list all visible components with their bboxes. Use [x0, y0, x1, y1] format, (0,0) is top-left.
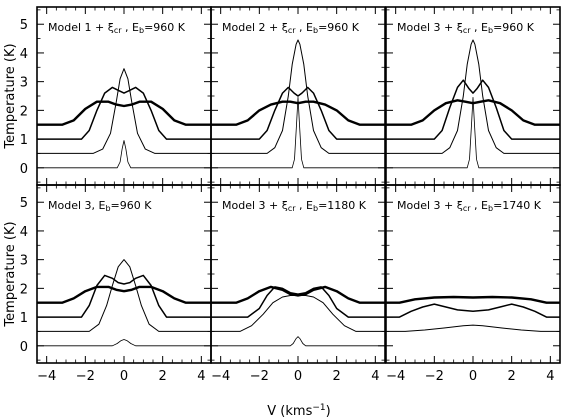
series-line	[37, 274, 211, 318]
series-line	[37, 285, 211, 304]
x-tick-label: 2	[333, 369, 341, 384]
x-tick-label: 0	[294, 369, 302, 384]
panel: −4 −2 0 2 4 Model 3 + ξcr , Eb=1740 K	[385, 184, 561, 384]
x-tick-label: 2	[159, 369, 167, 384]
series-line	[386, 97, 560, 169]
series-line	[37, 100, 211, 126]
y-tick-label: 3	[20, 76, 28, 91]
series-line	[386, 39, 560, 154]
series-line	[37, 68, 211, 154]
y-tick-label: 1	[20, 133, 28, 148]
x-tick-label: 0	[469, 369, 477, 384]
series-line	[211, 285, 385, 304]
series-line	[386, 79, 560, 140]
series-line	[37, 86, 211, 140]
y-tick-label: 5	[20, 18, 28, 33]
series-line	[211, 39, 385, 154]
panel-title: Model 3, Eb=960 K	[48, 199, 152, 213]
panel-frame	[385, 184, 561, 364]
series-line	[211, 100, 385, 126]
panel: Model 2 + ξcr , Eb=960 K	[210, 6, 386, 186]
series-line	[211, 286, 385, 318]
y-axis-label: Temperature (K)	[3, 221, 18, 327]
panel: −4 −2 0 2 4 Model 3 + ξcr , Eb=1180 K	[210, 184, 386, 384]
series-line	[37, 259, 211, 332]
x-tick-label: −4	[37, 369, 56, 384]
panel-frame	[210, 184, 386, 364]
panel: Model 3 + ξcr , Eb=960 K	[385, 6, 561, 186]
x-tick-label: 4	[197, 369, 205, 384]
series-line	[211, 97, 385, 169]
x-tick-label: 2	[508, 369, 516, 384]
y-tick-label: 0	[20, 162, 28, 177]
panel-title: Model 3 + ξcr , Eb=1740 K	[397, 199, 542, 213]
y-tick-label: 4	[20, 47, 28, 62]
panel: 0 1 2 3 4 5 Model 1 + ξcr , Eb=960 K	[20, 6, 212, 186]
series-line	[386, 295, 560, 304]
x-tick-label: −2	[425, 369, 444, 384]
y-tick-label: 2	[20, 104, 28, 119]
x-tick-label: 4	[371, 369, 379, 384]
series-line	[386, 324, 560, 332]
series-line	[37, 140, 211, 169]
panel-title: Model 3 + ξcr , Eb=960 K	[397, 21, 535, 35]
x-tick-label: −2	[76, 369, 95, 384]
y-axis-label: Temperature (K)	[3, 43, 18, 149]
panel-title: Model 1 + ξcr , Eb=960 K	[48, 21, 186, 35]
series-line	[211, 86, 385, 140]
y-tick-label: 0	[20, 340, 28, 355]
x-axis-label: V (kms−1)	[267, 403, 330, 419]
series-line	[211, 336, 385, 347]
x-tick-label: −4	[386, 369, 405, 384]
series-line	[211, 295, 385, 332]
x-tick-label: −4	[211, 369, 230, 384]
panel-title: Model 2 + ξcr , Eb=960 K	[222, 21, 360, 35]
panel-title: Model 3 + ξcr , Eb=1180 K	[222, 199, 367, 213]
panel: 0 1 2 3 4 5 −4 −2 0 2 4 Model 3, Eb=960 K	[20, 184, 212, 384]
y-tick-label: 3	[20, 254, 28, 269]
y-tick-label: 4	[20, 225, 28, 240]
series-line	[37, 339, 211, 347]
x-tick-label: 4	[546, 369, 554, 384]
y-tick-label: 2	[20, 282, 28, 297]
y-tick-label: 5	[20, 196, 28, 211]
x-tick-label: −2	[250, 369, 269, 384]
y-tick-label: 1	[20, 311, 28, 326]
series-line	[386, 303, 560, 318]
x-tick-label: 0	[120, 369, 128, 384]
